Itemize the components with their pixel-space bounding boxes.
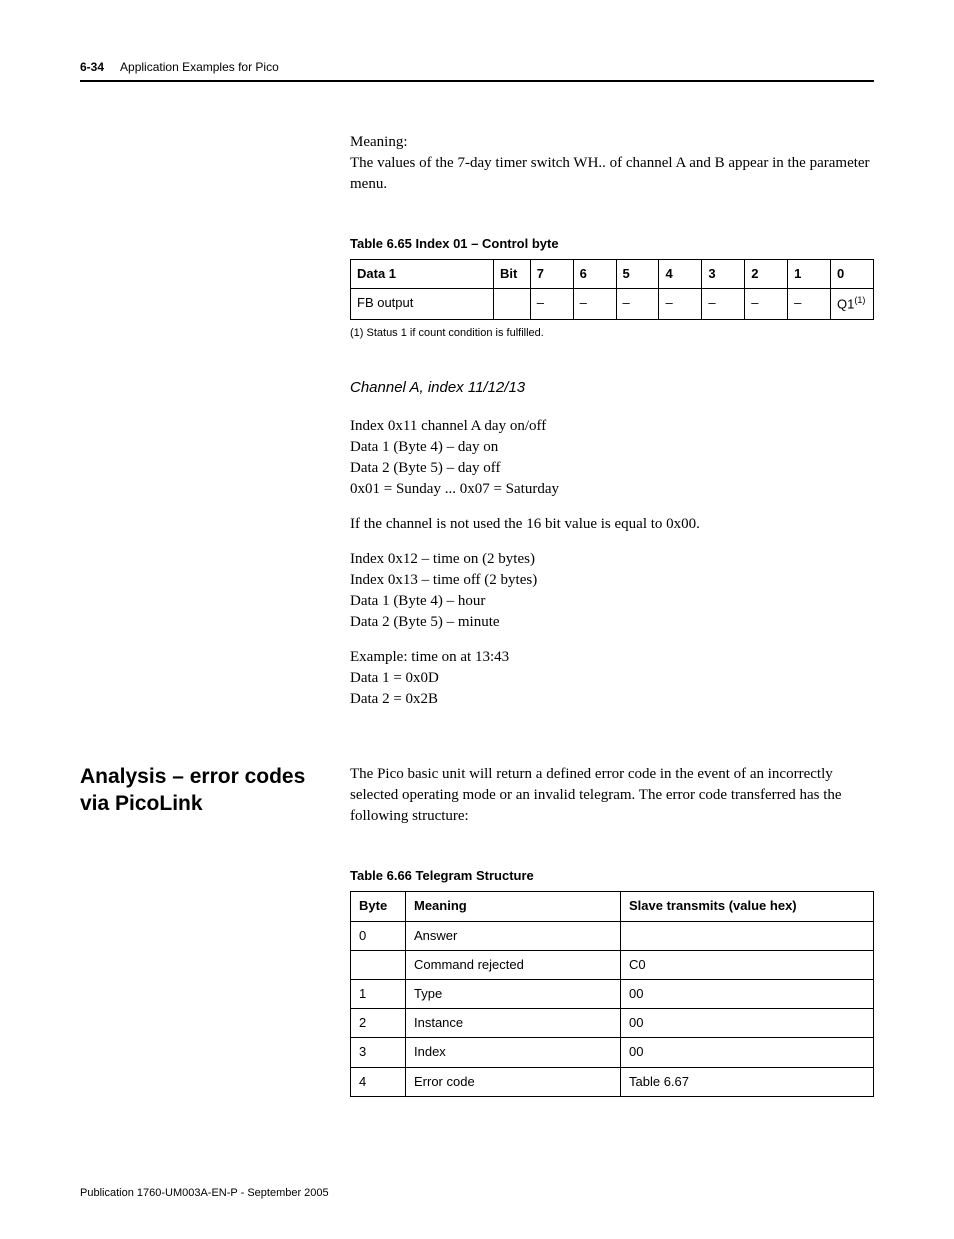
table-cell: – [702,289,745,320]
table-header: Meaning [406,892,621,921]
table-65-caption: Table 6.65 Index 01 – Control byte [350,235,874,253]
table-cell: 3 [351,1038,406,1067]
table-66-caption: Table 6.66 Telegram Structure [350,867,874,885]
page-number: 6-34 [80,60,104,74]
table-header: 3 [702,260,745,289]
table-cell: – [745,289,788,320]
table-header: 5 [616,260,659,289]
table-cell: Instance [406,1009,621,1038]
chapter-title: Application Examples for Pico [120,60,279,74]
channel-a-block4: Example: time on at 13:43 Data 1 = 0x0D … [350,647,874,710]
line: 0x01 = Sunday ... 0x07 = Saturday [350,481,559,497]
table-cell: Command rejected [406,950,621,979]
channel-a-block3: Index 0x12 – time on (2 bytes) Index 0x1… [350,549,874,633]
table-cell: Q1(1) [831,289,874,320]
line: Index 0x13 – time off (2 bytes) [350,572,537,588]
table-header: 6 [573,260,616,289]
table-header: 1 [788,260,831,289]
table-cell: – [659,289,702,320]
table-cell: – [616,289,659,320]
table-header: 7 [530,260,573,289]
meaning-label: Meaning: [350,134,408,150]
table-65: Data 1 Bit 7 6 5 4 3 2 1 0 FB output – –… [350,259,874,320]
meaning-text: The values of the 7-day timer switch WH.… [350,155,870,192]
table-cell [351,950,406,979]
table-header: 0 [831,260,874,289]
table-65-footnote: (1) Status 1 if count condition is fulfi… [350,326,874,341]
table-header: Bit [494,260,531,289]
table-cell: 00 [621,1009,874,1038]
q1-label: Q1 [837,297,854,312]
line: Data 2 (Byte 5) – minute [350,614,500,630]
line: Data 2 (Byte 5) – day off [350,460,501,476]
table-header: 4 [659,260,702,289]
line: Index 0x12 – time on (2 bytes) [350,551,535,567]
table-cell: Table 6.67 [621,1067,874,1096]
table-cell: – [530,289,573,320]
table-66: Byte Meaning Slave transmits (value hex)… [350,891,874,1096]
table-header: Byte [351,892,406,921]
line: Data 2 = 0x2B [350,691,438,707]
table-cell: Answer [406,921,621,950]
table-cell: 1 [351,980,406,1009]
publication-footer: Publication 1760-UM003A-EN-P - September… [80,1187,874,1199]
line: Index 0x11 channel A day on/off [350,418,546,434]
meaning-block: Meaning: The values of the 7-day timer s… [350,132,874,195]
analysis-para: The Pico basic unit will return a define… [350,764,874,827]
table-cell: 00 [621,1038,874,1067]
table-cell: C0 [621,950,874,979]
analysis-heading: Analysis – error codes via PicoLink [80,764,326,1097]
q1-sup: (1) [854,295,865,305]
table-cell [494,289,531,320]
table-cell: Type [406,980,621,1009]
table-cell: 4 [351,1067,406,1096]
table-cell: 0 [351,921,406,950]
line: Data 1 (Byte 4) – day on [350,439,498,455]
channel-a-block2: If the channel is not used the 16 bit va… [350,514,874,535]
table-header: 2 [745,260,788,289]
table-cell: 2 [351,1009,406,1038]
channel-a-heading: Channel A, index 11/12/13 [350,377,874,398]
table-cell: Error code [406,1067,621,1096]
line: Example: time on at 13:43 [350,649,509,665]
table-header: Slave transmits (value hex) [621,892,874,921]
table-cell [621,921,874,950]
table-cell: 00 [621,980,874,1009]
table-cell: – [573,289,616,320]
table-cell: FB output [351,289,494,320]
line: Data 1 = 0x0D [350,670,439,686]
table-cell: – [788,289,831,320]
table-header: Data 1 [351,260,494,289]
table-cell: Index [406,1038,621,1067]
channel-a-block1: Index 0x11 channel A day on/off Data 1 (… [350,416,874,500]
line: Data 1 (Byte 4) – hour [350,593,485,609]
page-header: 6-34 Application Examples for Pico [80,60,874,82]
